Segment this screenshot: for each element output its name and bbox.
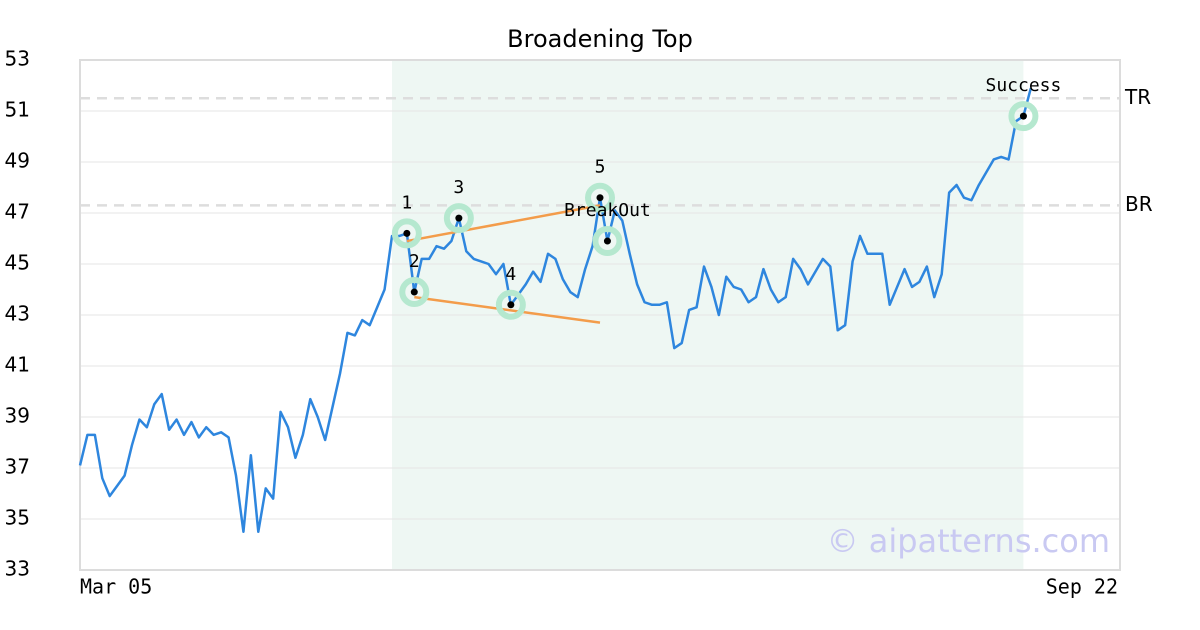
- chart-title: Broadening Top: [507, 25, 693, 53]
- point-halo: [495, 289, 526, 320]
- y-tick-label: 35: [5, 506, 30, 530]
- reference-label: BR: [1125, 192, 1153, 216]
- point-dot: [603, 237, 611, 245]
- point-dot: [403, 229, 411, 237]
- point-halo: [585, 182, 615, 213]
- trend-line: [406, 204, 601, 243]
- point-halo: [443, 203, 474, 234]
- y-tick-label: 45: [5, 251, 30, 275]
- y-tick-label: 37: [5, 455, 30, 479]
- point-label: Success: [985, 75, 1061, 96]
- point-halo: [592, 226, 623, 257]
- point-dot: [1019, 112, 1027, 120]
- x-tick-label: Mar 05: [80, 575, 152, 599]
- point-dot: [596, 194, 604, 202]
- point-label: 1: [401, 192, 412, 213]
- y-tick-label: 33: [5, 557, 30, 581]
- x-tick-label: Sep 22: [1046, 575, 1118, 599]
- point-dot: [455, 214, 463, 222]
- point-dot: [507, 301, 515, 309]
- y-tick-label: 43: [5, 302, 30, 326]
- y-tick-label: 41: [5, 353, 30, 377]
- point-label: 4: [505, 264, 516, 285]
- point-dot: [410, 288, 418, 296]
- trend-line: [414, 295, 601, 324]
- y-tick-label: 49: [5, 149, 30, 173]
- point-label: 3: [453, 177, 464, 198]
- plot-frame: [79, 59, 1121, 571]
- watermark: © aipatterns.com: [827, 522, 1110, 560]
- y-tick-label: 39: [5, 404, 30, 428]
- point-halo: [391, 218, 422, 249]
- point-label: BreakOut: [564, 200, 651, 221]
- reference-label: TR: [1124, 85, 1151, 109]
- price-line: [78, 87, 1033, 533]
- y-tick-label: 51: [5, 98, 30, 122]
- point-halo: [1008, 101, 1039, 132]
- y-tick-label: 53: [5, 47, 30, 71]
- y-tick-label: 47: [5, 200, 30, 224]
- point-label: 2: [409, 251, 420, 272]
- point-label: 5: [595, 157, 606, 178]
- point-halo: [399, 277, 430, 308]
